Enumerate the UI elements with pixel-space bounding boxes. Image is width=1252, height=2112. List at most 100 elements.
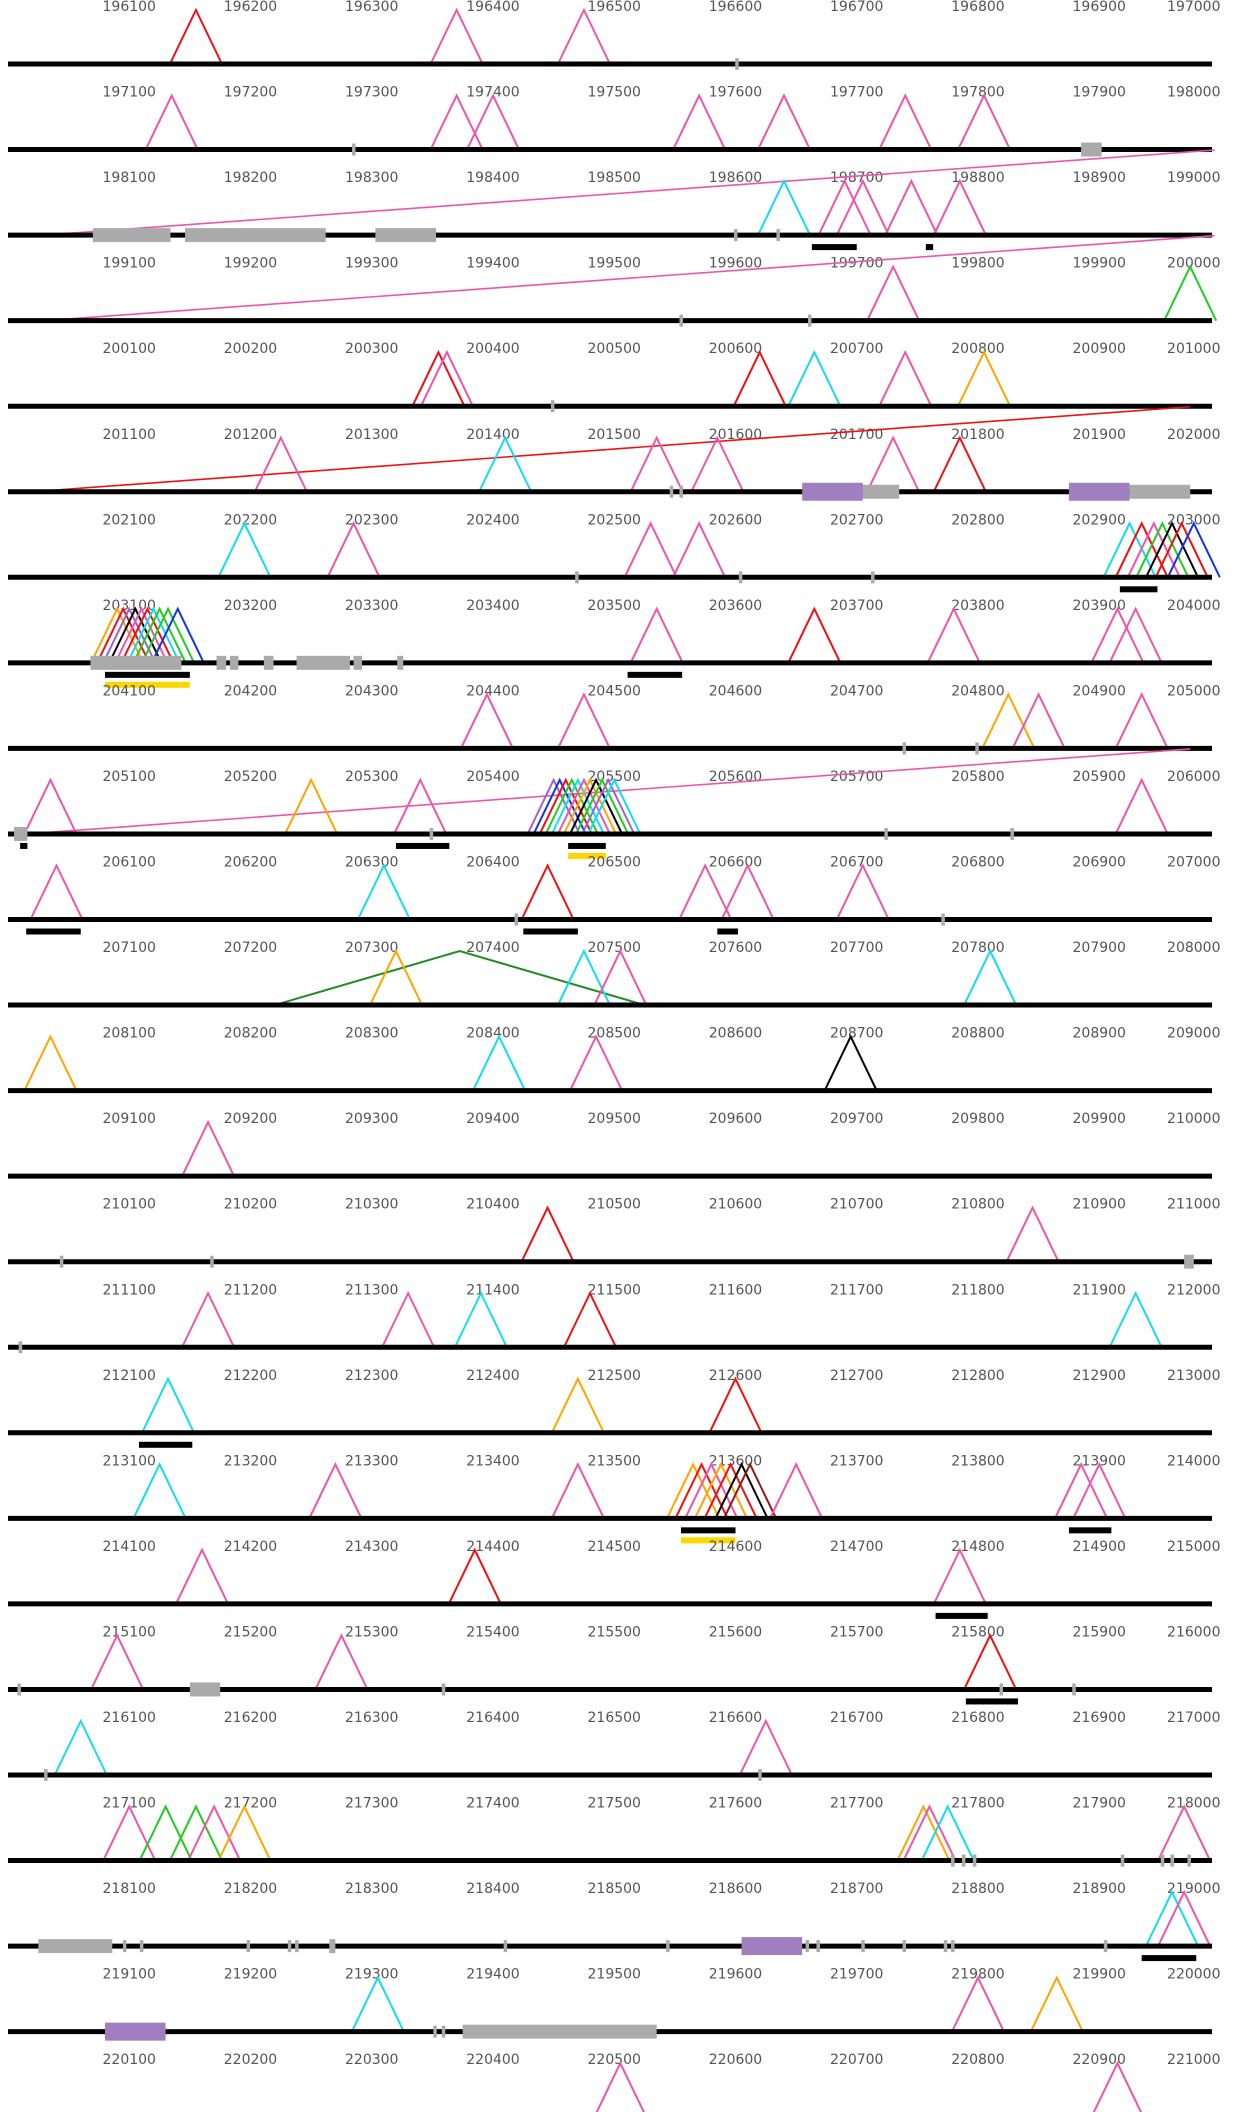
tick-label: 211400: [466, 1282, 519, 1298]
tick-label: 199000: [1167, 170, 1220, 186]
gray-mark: [246, 1940, 251, 1953]
arc-feature: [460, 692, 514, 749]
tick-label: 209300: [345, 1111, 398, 1127]
arc-feature: [217, 1804, 272, 1861]
tick-label: 196700: [830, 0, 883, 15]
tick-label: 207200: [224, 940, 277, 956]
tick-label: 201000: [1167, 341, 1220, 357]
gray-block: [1129, 484, 1191, 499]
tick-label: 200800: [951, 341, 1004, 357]
arc-feature: [835, 178, 890, 236]
arc-feature: [694, 1462, 748, 1519]
arc-feature: [120, 606, 175, 664]
arc-feature: [672, 93, 727, 150]
tick-label: 204400: [466, 683, 519, 699]
tick-label: 207800: [951, 940, 1004, 956]
tick-label: 211900: [1073, 1282, 1126, 1298]
gray-mark: [1103, 1940, 1108, 1953]
tick-label: 205800: [951, 769, 1004, 785]
tick-label: 203500: [588, 598, 641, 614]
arc-feature: [575, 777, 630, 835]
black-bar: [965, 1698, 1019, 1705]
link-span: [44, 149, 1215, 236]
gray-mark: [287, 1940, 292, 1953]
tick-label: 207300: [345, 940, 398, 956]
tick-label: 208200: [224, 1026, 277, 1042]
gray-block: [185, 228, 326, 243]
tick-label: 219500: [588, 1967, 641, 1983]
tick-label: 218800: [951, 1881, 1004, 1897]
tick-label: 220000: [1167, 1967, 1220, 1983]
black-bar: [925, 244, 934, 251]
gray-mark: [816, 1940, 820, 1953]
arc-feature: [557, 7, 611, 65]
tick-label: 197000: [1167, 0, 1220, 15]
gray-mark: [961, 1854, 966, 1867]
tick-label: 211100: [103, 1282, 156, 1298]
arc-feature: [350, 1975, 405, 2033]
tick-label: 218600: [709, 1881, 762, 1897]
tick-label: 219900: [1073, 1967, 1126, 1983]
gray-mark: [902, 1940, 907, 1953]
tick-label: 213800: [951, 1453, 1004, 1469]
tick-label: 206600: [709, 855, 762, 871]
tick-label: 198300: [345, 170, 398, 186]
tick-label: 209600: [709, 1111, 762, 1127]
gray-mark: [999, 1683, 1004, 1696]
tick-label: 216200: [224, 1710, 277, 1726]
tick-label: 202600: [709, 512, 762, 528]
arc-feature: [823, 1034, 878, 1092]
tick-label: 199400: [466, 256, 519, 272]
tick-label: 214400: [466, 1539, 519, 1555]
arc-feature: [138, 1804, 193, 1861]
arc-feature: [1072, 1462, 1127, 1519]
tick-label: 202500: [588, 512, 641, 528]
tick-label: 218300: [345, 1881, 398, 1897]
tick-label: 214500: [588, 1539, 641, 1555]
tick-label: 217300: [345, 1796, 398, 1812]
tick-label: 204600: [709, 683, 762, 699]
arc-feature: [1005, 1205, 1060, 1263]
arc-feature: [393, 777, 448, 835]
arc-feature: [932, 1547, 987, 1605]
gray-block: [14, 826, 28, 841]
gray-mark: [1120, 1854, 1125, 1867]
tick-label: 215700: [830, 1624, 883, 1640]
gray-block: [263, 655, 274, 670]
tick-label: 200000: [1167, 256, 1220, 272]
gray-block: [38, 1939, 113, 1954]
gray-mark: [679, 314, 683, 327]
tick-label: 217500: [588, 1796, 641, 1812]
tick-label: 202900: [1073, 512, 1126, 528]
purple-block: [802, 482, 863, 501]
tick-label: 213400: [466, 1453, 519, 1469]
tick-label: 201900: [1073, 427, 1126, 443]
arc-feature: [181, 1119, 235, 1177]
black-bar: [138, 1441, 193, 1448]
tick-label: 214700: [830, 1539, 883, 1555]
arc-feature: [381, 1290, 436, 1348]
arc-feature: [1114, 692, 1169, 749]
arc-feature: [53, 1718, 108, 1776]
tick-label: 217000: [1167, 1710, 1220, 1726]
arc-feature: [472, 1034, 526, 1092]
arc-feature: [902, 1804, 957, 1861]
tick-label: 220800: [951, 2052, 1004, 2068]
arc-feature: [1145, 1889, 1199, 1947]
arc-feature: [703, 1462, 758, 1519]
black-bar: [26, 928, 81, 935]
gray-block: [329, 1939, 336, 1954]
tick-label: 210600: [709, 1197, 762, 1213]
arc-feature: [963, 1633, 1018, 1690]
tick-label: 214000: [1167, 1453, 1220, 1469]
arc-feature: [1126, 520, 1181, 578]
tick-label: 198100: [103, 170, 156, 186]
arc-feature: [1108, 1290, 1163, 1348]
arc-feature: [520, 1205, 575, 1263]
tick-label: 199200: [224, 256, 277, 272]
tick-label: 200900: [1073, 341, 1126, 357]
tick-label: 204500: [588, 683, 641, 699]
arc-feature: [90, 606, 145, 664]
tick-label: 214900: [1073, 1539, 1126, 1555]
